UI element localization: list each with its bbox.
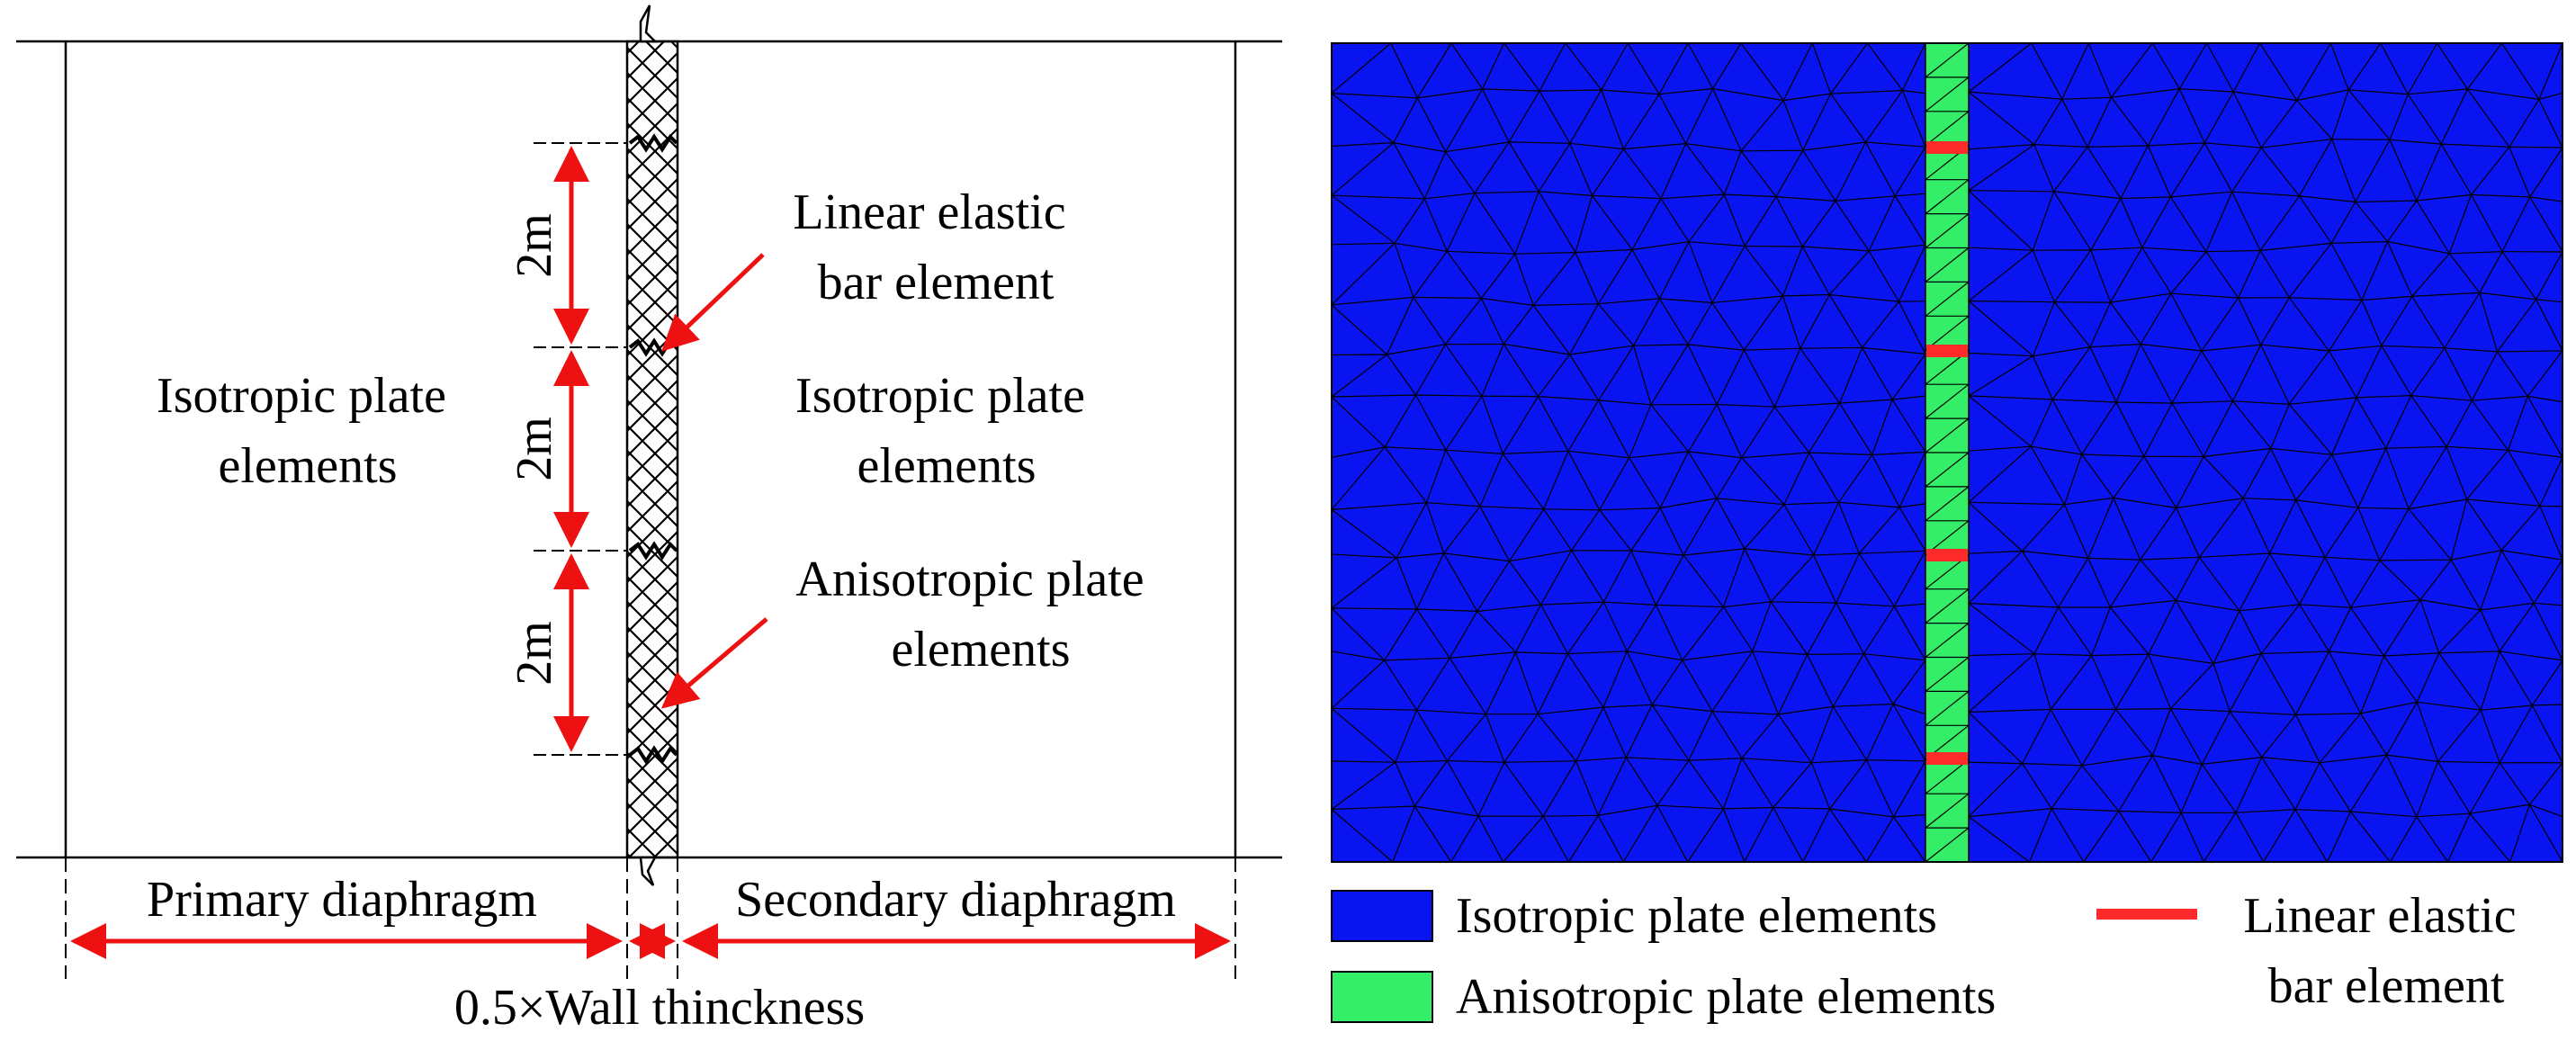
- secondary-region-label-line2: elements: [857, 438, 1036, 494]
- dimension-ticks: [534, 142, 627, 756]
- bar-element-callout-line1: Linear elastic: [793, 184, 1065, 240]
- primary-region-label-line1: Isotropic plate: [157, 368, 446, 424]
- bar-marker-2: [1926, 345, 1968, 357]
- mesh-border: [1331, 42, 2563, 863]
- spring-1: [628, 133, 678, 153]
- top-break-symbol: [639, 4, 659, 43]
- primary-region-label: Isotropic plate elements: [157, 368, 459, 494]
- dimension-label-3: 2m: [507, 621, 562, 686]
- legend-bar-label-line1: Linear elastic: [2243, 888, 2516, 944]
- spring-4: [628, 745, 678, 765]
- dimension-label-2: 2m: [507, 417, 562, 481]
- mesh-legend: Isotropic plate elements Anisotropic pla…: [1331, 888, 2528, 1025]
- bottom-break-symbol: [639, 856, 658, 886]
- anisotropic-joint-strip: [625, 40, 679, 859]
- isotropic-mesh-right: [1969, 43, 2563, 862]
- legend-bar-label: Linear elastic bar element: [2243, 888, 2528, 1014]
- legend-isotropic-swatch: [1331, 890, 1433, 942]
- legend-isotropic-label: Isotropic plate elements: [1456, 888, 1937, 944]
- wall-thickness-label: 0.5×Wall thinckness: [454, 980, 865, 1036]
- primary-diaphragm-label: Primary diaphragm: [147, 872, 537, 928]
- bar-element-markers: [1926, 141, 1968, 765]
- legend-bar-swatch: [2096, 909, 2197, 920]
- bar-marker-1: [1926, 141, 1968, 154]
- bar-element-pointer: [661, 253, 765, 352]
- spring-3: [628, 541, 678, 561]
- bar-marker-3: [1926, 549, 1968, 561]
- secondary-region-label: Isotropic plate elements: [795, 368, 1098, 494]
- secondary-diaphragm-label: Secondary diaphragm: [735, 872, 1176, 928]
- legend-anisotropic-swatch: [1331, 971, 1433, 1023]
- primary-region-label-line2: elements: [218, 438, 397, 494]
- secondary-region-label-line1: Isotropic plate: [795, 368, 1085, 424]
- dimension-label-1: 2m: [507, 213, 562, 278]
- anisotropic-pointer: [660, 617, 768, 709]
- isotropic-mesh-left: [1332, 43, 1925, 862]
- anisotropic-callout-line1: Anisotropic plate: [795, 552, 1144, 607]
- bar-element-callout: Linear elastic bar element: [793, 184, 1078, 310]
- bar-marker-4: [1926, 752, 1968, 765]
- anisotropic-callout-line2: elements: [891, 622, 1070, 678]
- legend-bar-label-line2: bar element: [2268, 958, 2505, 1014]
- anisotropic-callout: Anisotropic plate elements: [795, 552, 1156, 678]
- bar-element-callout-line2: bar element: [818, 255, 1055, 310]
- legend-anisotropic-label: Anisotropic plate elements: [1456, 969, 1996, 1025]
- fe-mesh-panel: Isotropic plate elements Anisotropic pla…: [1331, 42, 2563, 1025]
- schematic-panel: 2m 2m 2m Isotropic plate elements Isotro…: [16, 4, 1282, 1036]
